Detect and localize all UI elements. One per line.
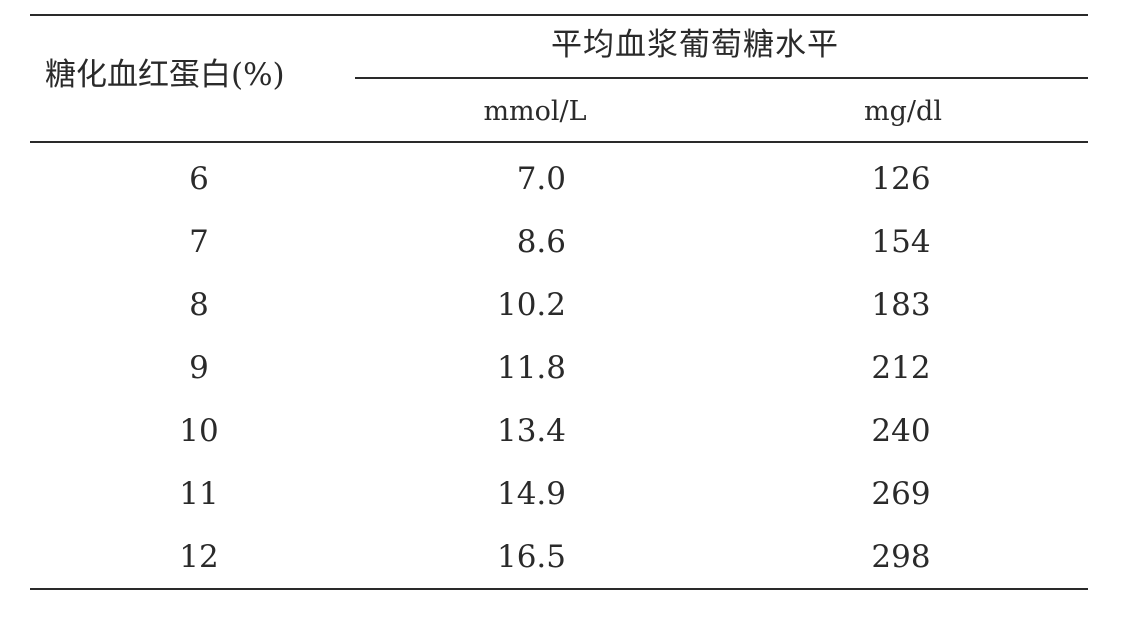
table-row: 7 8.6 154 <box>30 222 1088 262</box>
cell-hba1c: 6 <box>189 161 209 197</box>
cell-hba1c: 8 <box>189 287 209 323</box>
cell-hba1c: 10 <box>179 413 219 449</box>
cell-mmol: 13.4 <box>496 413 566 449</box>
cell-mmol: 14.9 <box>496 476 566 512</box>
table-row: 9 11.8 212 <box>30 348 1088 388</box>
cell-mgdl: 126 <box>871 161 931 197</box>
cell-hba1c: 11 <box>179 476 219 512</box>
cell-mgdl: 240 <box>871 413 931 449</box>
unit-header-mgdl: mg/dl <box>864 96 942 127</box>
table-top-rule <box>30 14 1088 16</box>
cell-mmol: 10.2 <box>496 287 566 323</box>
unit-header-mmol: mmol/L <box>483 96 587 127</box>
row-header-hba1c: 糖化血红蛋白(%) <box>45 57 285 93</box>
cell-mmol: 7.0 <box>516 161 566 197</box>
table-row: 6 7.0 126 <box>30 159 1088 199</box>
table-bottom-rule <box>30 588 1088 590</box>
table-row: 8 10.2 183 <box>30 285 1088 325</box>
cell-mgdl: 212 <box>871 350 931 386</box>
group-header-rule <box>355 77 1088 79</box>
group-header-plasma-glucose: 平均血浆葡萄糖水平 <box>551 27 839 63</box>
table-row: 11 14.9 269 <box>30 474 1088 514</box>
header-bottom-rule <box>30 141 1088 143</box>
cell-mgdl: 154 <box>871 224 931 260</box>
cell-mmol: 11.8 <box>496 350 566 386</box>
cell-mgdl: 183 <box>871 287 931 323</box>
cell-hba1c: 12 <box>179 539 219 575</box>
cell-hba1c: 7 <box>189 224 209 260</box>
cell-hba1c: 9 <box>189 350 209 386</box>
cell-mmol: 16.5 <box>496 539 566 575</box>
table-row: 10 13.4 240 <box>30 411 1088 451</box>
cell-mgdl: 269 <box>871 476 931 512</box>
cell-mgdl: 298 <box>871 539 931 575</box>
cell-mmol: 8.6 <box>516 224 566 260</box>
table-row: 12 16.5 298 <box>30 537 1088 577</box>
